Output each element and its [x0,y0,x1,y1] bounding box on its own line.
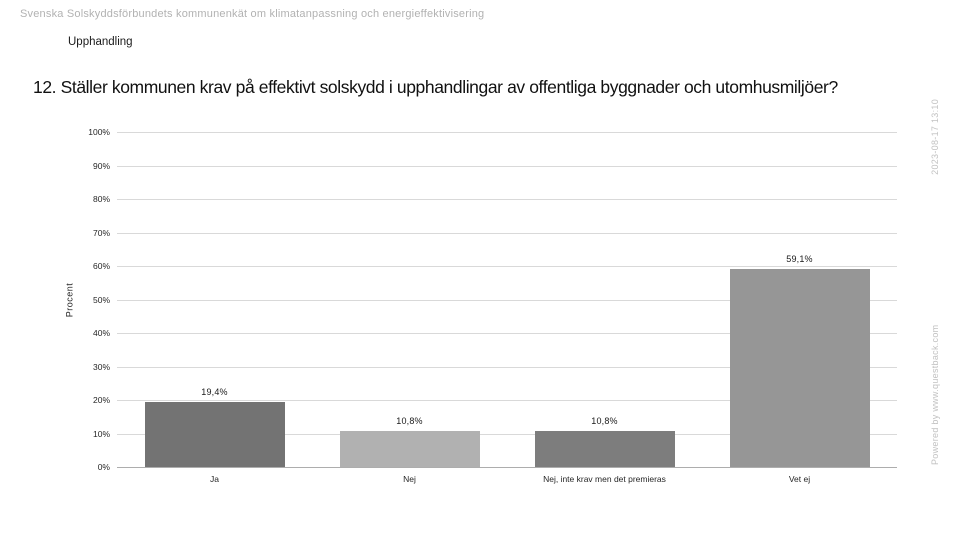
y-tick-label: 70% [92,227,110,238]
x-axis-label: Ja [210,474,219,484]
gridline [117,199,897,200]
gridline [117,333,897,334]
bar-slot: 10,8% [312,132,507,467]
bar-ja [144,402,285,467]
y-tick-label: 30% [92,361,110,372]
bar-value-label: 19,4% [201,387,228,398]
x-axis-label: Nej [403,474,416,484]
y-tick-label: 10% [92,428,110,439]
y-tick-label: 0% [97,462,110,472]
survey-header: Svenska Solskyddsförbundets kommunenkät … [20,8,485,20]
gridline [117,165,897,167]
gridline [117,366,897,368]
bar-nej-inte-krav-men-det-premieras [534,430,675,467]
y-tick-label: 50% [92,294,110,305]
y-tick-label: 100% [88,127,110,137]
bar-slot: 59,1% [702,132,897,467]
bar-value-label: 59,1% [786,254,813,265]
x-axis-label: Nej, inte krav men det premieras [543,474,666,484]
gridline [117,433,897,435]
section-label: Upphandling [68,36,133,48]
bar-value-label: 10,8% [591,415,618,426]
question-title: 12. Ställer kommunen krav på effektivt s… [33,77,838,97]
bar-slot: 10,8% [507,132,702,467]
y-tick-label: 20% [92,395,110,405]
bar-nej [339,430,480,467]
gridline [117,266,897,267]
plot-area: 0% 10% 20% 30% 40% 50% 60% 70% 80% 90% 100% 19,4% 1… [88,127,897,484]
gridline [117,132,897,133]
report-timestamp: 2023-08-17 13:10 [930,99,940,175]
gridline [117,467,897,468]
powered-by-text: Powered by www.questback.com [930,324,940,465]
y-axis-title-text: Procent [64,282,74,317]
gridline [117,400,897,401]
x-axis-label: Vet ej [788,474,811,484]
bar-value-label: 10,8% [396,415,423,426]
y-tick-label: 90% [92,160,110,171]
watermark: Powered by www.questback.com 2023-08-17 … [930,99,942,465]
x-axis-labels: Ja Nej Nej, inte krav men det premieras Vet… [117,467,897,484]
gridline [117,299,897,301]
y-axis-title: Procent [62,132,76,467]
bar-series: 19,4% 10,8% 10,8% 59,1% [117,132,897,467]
y-tick-label: 80% [92,194,110,204]
bar-vet-ej [729,269,870,467]
gridline [117,232,897,234]
y-tick-label: 60% [92,261,110,271]
y-tick-label: 40% [92,328,110,338]
bar-slot: 19,4% [117,132,312,467]
